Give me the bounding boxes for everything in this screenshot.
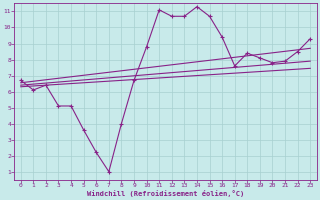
X-axis label: Windchill (Refroidissement éolien,°C): Windchill (Refroidissement éolien,°C): [87, 190, 244, 197]
